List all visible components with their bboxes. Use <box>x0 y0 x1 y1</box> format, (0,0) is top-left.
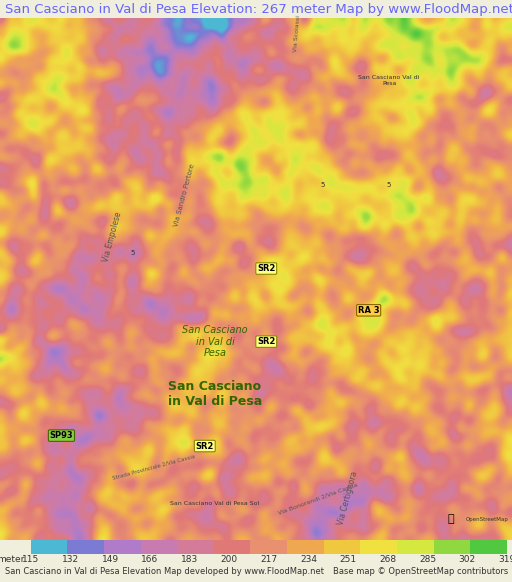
Text: meter: meter <box>0 555 25 565</box>
Bar <box>470 540 507 554</box>
Text: 🗺: 🗺 <box>447 514 454 524</box>
Text: Via Sandro Pertore: Via Sandro Pertore <box>173 164 196 228</box>
Text: San Casciano Val di Pesa Sol: San Casciano Val di Pesa Sol <box>170 501 260 506</box>
Bar <box>324 540 360 554</box>
Bar <box>250 540 287 554</box>
Text: Via Certignora: Via Certignora <box>337 470 359 526</box>
Text: 166: 166 <box>141 555 158 565</box>
Text: SR2: SR2 <box>257 264 275 273</box>
Text: 5: 5 <box>321 182 325 188</box>
Text: 251: 251 <box>339 555 357 565</box>
Text: 149: 149 <box>101 555 119 565</box>
Text: 319: 319 <box>498 555 512 565</box>
Text: Base map © OpenStreetMap contributors: Base map © OpenStreetMap contributors <box>333 567 508 577</box>
Text: 217: 217 <box>260 555 278 565</box>
Text: Via Scoiassi: Via Scoiassi <box>293 15 301 52</box>
Text: San Casciano
in Val di
Pesa: San Casciano in Val di Pesa <box>182 325 248 359</box>
Text: SR2: SR2 <box>196 442 214 450</box>
Text: 234: 234 <box>300 555 317 565</box>
Bar <box>397 540 434 554</box>
Text: 285: 285 <box>419 555 436 565</box>
Text: 5: 5 <box>387 182 391 188</box>
Bar <box>141 540 177 554</box>
Bar <box>31 540 68 554</box>
Text: 268: 268 <box>379 555 396 565</box>
Bar <box>104 540 141 554</box>
Bar <box>177 540 214 554</box>
Text: San Casciano Val di
Pesa: San Casciano Val di Pesa <box>358 75 420 86</box>
Text: 5: 5 <box>131 250 135 256</box>
Text: 200: 200 <box>221 555 238 565</box>
Text: 115: 115 <box>22 555 39 565</box>
Text: Strada Provinciale 2/Via Cassia: Strada Provinciale 2/Via Cassia <box>112 453 196 480</box>
Text: SR2: SR2 <box>257 337 275 346</box>
Text: 132: 132 <box>62 555 79 565</box>
Bar <box>68 540 104 554</box>
Bar <box>360 540 397 554</box>
Text: San Casciano
in Val di Pesa: San Casciano in Val di Pesa <box>168 380 262 408</box>
Bar <box>434 540 470 554</box>
Text: Via Bonorandi 2/Via Cassia: Via Bonorandi 2/Via Cassia <box>277 481 358 515</box>
Text: San Casciano in Val di Pesa Elevation: 267 meter Map by www.FloodMap.net (I: San Casciano in Val di Pesa Elevation: 2… <box>5 2 512 16</box>
Bar <box>287 540 324 554</box>
Text: San Casciano in Val di Pesa Elevation Map developed by www.FloodMap.net: San Casciano in Val di Pesa Elevation Ma… <box>5 567 324 577</box>
Text: Via Empolese: Via Empolese <box>101 211 124 263</box>
Text: 302: 302 <box>459 555 476 565</box>
Text: SP93: SP93 <box>50 431 73 440</box>
Text: OpenStreetMap: OpenStreetMap <box>466 517 509 521</box>
Text: RA 3: RA 3 <box>358 306 379 315</box>
Bar <box>214 540 250 554</box>
Text: 183: 183 <box>181 555 198 565</box>
